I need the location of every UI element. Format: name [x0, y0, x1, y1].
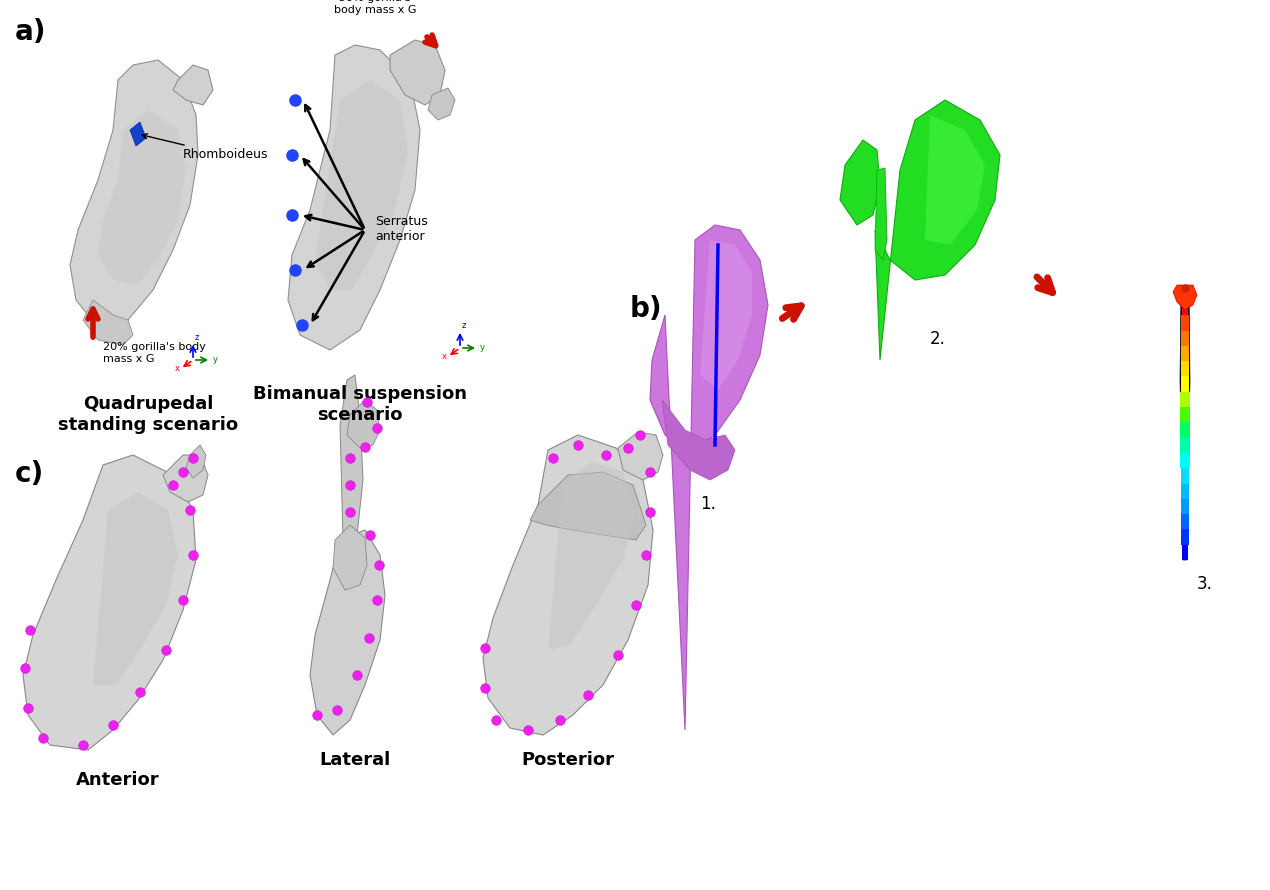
Text: Bimanual suspension
scenario: Bimanual suspension scenario [253, 385, 467, 424]
Polygon shape [185, 445, 206, 478]
Polygon shape [1173, 285, 1198, 310]
Text: 2.: 2. [930, 330, 946, 348]
Text: z: z [462, 321, 466, 330]
Polygon shape [1181, 376, 1190, 392]
Polygon shape [1180, 290, 1190, 560]
Polygon shape [1181, 346, 1189, 361]
Text: 50% gorilla's
body mass x G: 50% gorilla's body mass x G [334, 0, 417, 15]
Text: Quadrupedal
standing scenario: Quadrupedal standing scenario [58, 395, 237, 433]
Text: Rhomboideus: Rhomboideus [142, 134, 268, 161]
Polygon shape [288, 45, 420, 350]
Polygon shape [315, 80, 408, 290]
Text: 20% gorilla's body
mass x G: 20% gorilla's body mass x G [103, 342, 206, 364]
Polygon shape [1180, 453, 1190, 468]
Polygon shape [1181, 498, 1189, 514]
Polygon shape [1180, 407, 1190, 423]
Polygon shape [1180, 438, 1190, 453]
Polygon shape [70, 60, 198, 325]
Polygon shape [530, 472, 646, 540]
Polygon shape [1181, 330, 1189, 346]
Text: c): c) [15, 460, 44, 488]
Polygon shape [347, 400, 380, 448]
Polygon shape [1181, 300, 1189, 315]
Polygon shape [547, 462, 636, 650]
Text: Posterior: Posterior [522, 751, 615, 769]
Polygon shape [1180, 423, 1190, 438]
Polygon shape [98, 110, 185, 285]
Polygon shape [83, 300, 133, 345]
Text: b): b) [630, 295, 663, 323]
Text: 3.: 3. [1198, 575, 1213, 593]
Polygon shape [173, 65, 213, 105]
Polygon shape [428, 88, 455, 120]
Text: y: y [480, 343, 485, 352]
Polygon shape [483, 435, 653, 735]
Polygon shape [1181, 530, 1189, 545]
Polygon shape [1181, 468, 1190, 483]
Polygon shape [23, 455, 196, 750]
Text: x: x [174, 364, 179, 373]
Polygon shape [925, 115, 986, 245]
Polygon shape [1181, 514, 1189, 530]
Polygon shape [875, 168, 886, 260]
Polygon shape [875, 100, 999, 360]
Text: Serratus
anterior: Serratus anterior [375, 215, 428, 243]
Polygon shape [1181, 483, 1189, 498]
Polygon shape [618, 432, 663, 480]
Polygon shape [390, 40, 444, 105]
Polygon shape [333, 525, 367, 590]
Polygon shape [340, 375, 363, 540]
Polygon shape [130, 122, 146, 146]
Polygon shape [1181, 545, 1189, 560]
Polygon shape [1180, 392, 1190, 407]
Text: 1.: 1. [700, 495, 716, 513]
Polygon shape [1181, 361, 1189, 376]
Polygon shape [662, 400, 735, 480]
Polygon shape [700, 240, 752, 390]
Polygon shape [163, 455, 208, 502]
Text: x: x [442, 352, 446, 361]
Polygon shape [310, 530, 385, 735]
Text: a): a) [15, 18, 47, 46]
Text: y: y [213, 355, 218, 364]
Text: Lateral: Lateral [319, 751, 391, 769]
Text: Anterior: Anterior [76, 771, 160, 789]
Polygon shape [839, 140, 880, 225]
Polygon shape [93, 492, 178, 685]
Text: z: z [196, 333, 199, 342]
Polygon shape [650, 225, 768, 730]
Polygon shape [1181, 315, 1189, 330]
